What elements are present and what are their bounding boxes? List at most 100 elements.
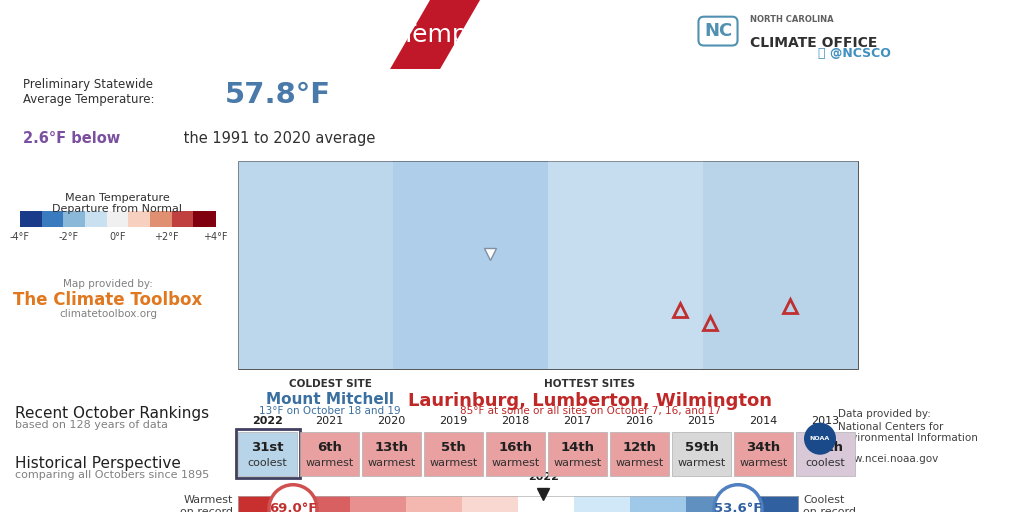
Text: 6th: 6th: [317, 441, 342, 454]
Text: 2019: 2019: [439, 416, 468, 425]
Polygon shape: [390, 0, 480, 69]
FancyBboxPatch shape: [703, 161, 858, 369]
Text: 69.0°F: 69.0°F: [269, 502, 317, 512]
FancyBboxPatch shape: [406, 496, 463, 512]
Text: warmest: warmest: [677, 458, 726, 468]
Text: 12th: 12th: [623, 441, 656, 454]
Text: NC: NC: [703, 22, 732, 40]
FancyBboxPatch shape: [238, 161, 393, 369]
Text: warmest: warmest: [305, 458, 353, 468]
FancyBboxPatch shape: [686, 496, 743, 512]
Text: October 2022: October 2022: [73, 18, 327, 51]
Text: Coolest
on record: Coolest on record: [803, 495, 856, 512]
FancyBboxPatch shape: [172, 211, 194, 227]
Text: 2016: 2016: [626, 416, 653, 425]
Text: Warmest
on record: Warmest on record: [180, 495, 233, 512]
FancyBboxPatch shape: [548, 161, 703, 369]
Text: warmest: warmest: [553, 458, 602, 468]
Text: Data provided by:: Data provided by:: [838, 409, 931, 419]
Text: coolest: coolest: [806, 458, 846, 468]
Text: 5th: 5th: [441, 441, 466, 454]
Text: COLDEST SITE: COLDEST SITE: [289, 379, 372, 389]
FancyBboxPatch shape: [294, 496, 351, 512]
FancyBboxPatch shape: [462, 496, 519, 512]
Text: 2013: 2013: [811, 416, 840, 425]
Text: CLIMATE OFFICE: CLIMATE OFFICE: [750, 36, 878, 50]
FancyBboxPatch shape: [486, 432, 545, 476]
Text: 50th: 50th: [809, 441, 843, 454]
Text: Mount Mitchell: Mount Mitchell: [266, 392, 394, 407]
Text: the 1991 to 2020 average: the 1991 to 2020 average: [179, 131, 376, 146]
FancyBboxPatch shape: [610, 432, 669, 476]
FancyBboxPatch shape: [424, 432, 483, 476]
FancyBboxPatch shape: [574, 496, 631, 512]
FancyBboxPatch shape: [630, 496, 687, 512]
FancyBboxPatch shape: [194, 211, 215, 227]
Text: Preliminary Statewide
Average Temperature:: Preliminary Statewide Average Temperatur…: [23, 78, 154, 106]
Text: 85°F at some or all sites on October 7, 16, and 17: 85°F at some or all sites on October 7, …: [460, 406, 721, 416]
Text: 53.6°F: 53.6°F: [714, 502, 762, 512]
FancyBboxPatch shape: [128, 211, 151, 227]
Text: 2017: 2017: [563, 416, 592, 425]
Text: 14th: 14th: [560, 441, 595, 454]
Text: 2020: 2020: [378, 416, 406, 425]
Text: -2°F: -2°F: [58, 232, 79, 242]
Text: coolest: coolest: [248, 458, 288, 468]
Text: 13th: 13th: [375, 441, 409, 454]
FancyBboxPatch shape: [362, 432, 421, 476]
Text: 2022: 2022: [527, 472, 559, 482]
Text: 59th: 59th: [685, 441, 719, 454]
Text: warmest: warmest: [368, 458, 416, 468]
FancyBboxPatch shape: [548, 432, 607, 476]
FancyBboxPatch shape: [20, 211, 42, 227]
Text: +4°F: +4°F: [203, 232, 227, 242]
Text: Historical Perspective: Historical Perspective: [15, 456, 181, 471]
FancyBboxPatch shape: [672, 432, 731, 476]
Circle shape: [269, 485, 317, 512]
FancyBboxPatch shape: [518, 496, 575, 512]
FancyBboxPatch shape: [42, 211, 63, 227]
Text: HOTTEST SITES: HOTTEST SITES: [545, 379, 636, 389]
FancyBboxPatch shape: [63, 211, 85, 227]
Text: 13°F on October 18 and 19: 13°F on October 18 and 19: [259, 406, 400, 416]
FancyBboxPatch shape: [85, 211, 108, 227]
Text: warmest: warmest: [615, 458, 664, 468]
Text: 2015: 2015: [687, 416, 716, 425]
Text: Temperature Summary: Temperature Summary: [401, 23, 689, 47]
Text: 16th: 16th: [499, 441, 532, 454]
Text: -4°F: -4°F: [10, 232, 30, 242]
Text: NOAA: NOAA: [810, 436, 830, 441]
FancyBboxPatch shape: [238, 432, 297, 476]
Text: 2022: 2022: [252, 416, 283, 425]
Circle shape: [714, 485, 762, 512]
FancyBboxPatch shape: [393, 161, 548, 369]
FancyBboxPatch shape: [350, 496, 407, 512]
Text: Map provided by:: Map provided by:: [63, 279, 153, 289]
Text: Recent October Rankings: Recent October Rankings: [15, 406, 209, 421]
Text: Laurinburg, Lumberton, Wilmington: Laurinburg, Lumberton, Wilmington: [408, 392, 772, 410]
FancyBboxPatch shape: [238, 496, 295, 512]
Text: warmest: warmest: [492, 458, 540, 468]
FancyBboxPatch shape: [106, 211, 129, 227]
Text: warmest: warmest: [739, 458, 787, 468]
FancyBboxPatch shape: [238, 161, 858, 369]
Text: www.ncei.noaa.gov: www.ncei.noaa.gov: [838, 454, 939, 464]
Circle shape: [804, 423, 836, 455]
Text: 2.6°F below: 2.6°F below: [23, 131, 120, 146]
Text: 0°F: 0°F: [110, 232, 126, 242]
FancyBboxPatch shape: [300, 432, 359, 476]
Text: 2018: 2018: [502, 416, 529, 425]
Text: 2021: 2021: [315, 416, 344, 425]
Text: based on 128 years of data: based on 128 years of data: [15, 420, 168, 430]
Text: 57.8°F: 57.8°F: [225, 81, 332, 109]
Text: warmest: warmest: [429, 458, 477, 468]
Text: 31st: 31st: [251, 441, 284, 454]
FancyBboxPatch shape: [640, 0, 1024, 69]
Text: Mean Temperature
Departure from Normal: Mean Temperature Departure from Normal: [52, 193, 182, 215]
Text: +2°F: +2°F: [154, 232, 178, 242]
FancyBboxPatch shape: [742, 496, 799, 512]
Text: climatetoolbox.org: climatetoolbox.org: [59, 309, 157, 318]
FancyBboxPatch shape: [796, 432, 855, 476]
Text: National Centers for
Environmental Information: National Centers for Environmental Infor…: [838, 422, 978, 443]
Text: NORTH CAROLINA: NORTH CAROLINA: [750, 15, 834, 24]
